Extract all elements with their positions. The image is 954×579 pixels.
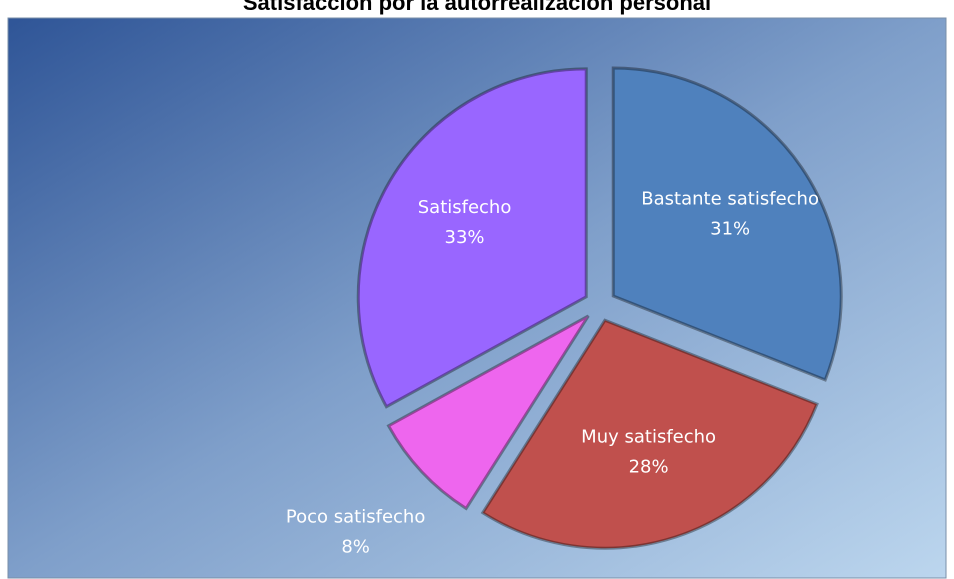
pie-slice bbox=[480, 318, 819, 550]
pie-slice bbox=[356, 67, 588, 409]
slice-label: Muy satisfecho bbox=[581, 427, 716, 448]
slice-value: 28% bbox=[629, 457, 669, 478]
slice-value: 31% bbox=[710, 219, 750, 240]
pie-slice bbox=[611, 66, 843, 382]
slice-label: Bastante satisfecho bbox=[641, 189, 819, 210]
slice-label: Satisfecho bbox=[418, 197, 512, 218]
pie-slice bbox=[386, 314, 590, 511]
slice-label: Poco satisfecho bbox=[286, 506, 425, 527]
slice-value: 8% bbox=[341, 536, 370, 557]
chart-title: Satisfacción por la autorrealización per… bbox=[243, 0, 711, 15]
slice-value: 33% bbox=[445, 227, 485, 248]
